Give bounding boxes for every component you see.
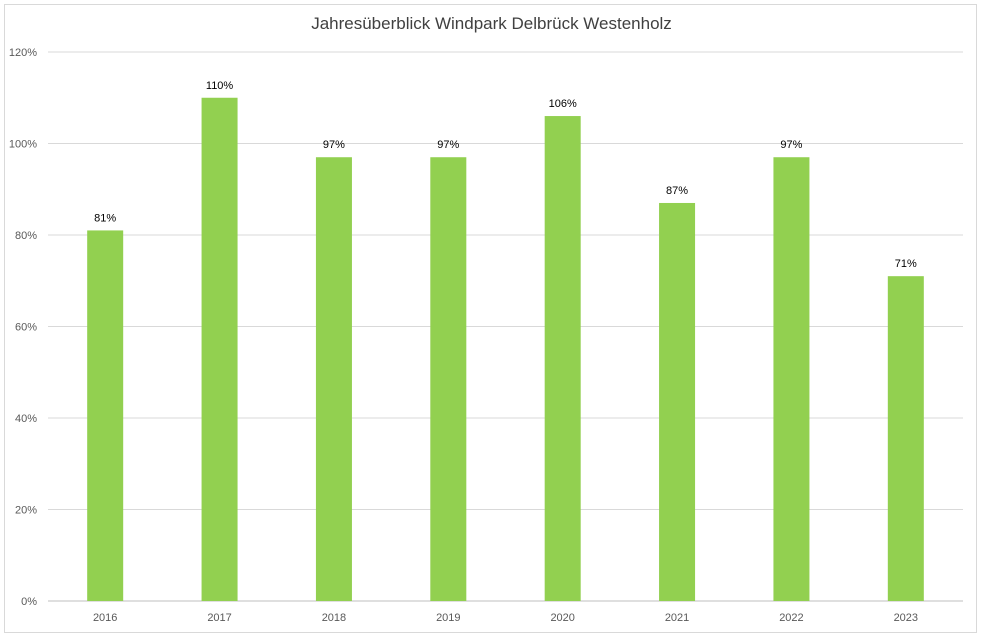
x-tick-label: 2019 [436,612,460,624]
bar [430,157,467,601]
y-tick-label: 40% [15,413,37,425]
chart-area [4,4,977,633]
bar [773,157,810,601]
y-tick-label: 80% [15,230,37,242]
data-label: 106% [549,98,577,110]
data-labels: 81% 110% 97% 97% 106% 87% 97% 71% [94,80,917,270]
gridlines [48,51,963,602]
y-tick-label: 120% [9,47,37,59]
chart-title: Jahresüberblick Windpark Delbrück Westen… [311,14,672,33]
x-tick-label: 2016 [93,612,117,624]
bar [315,157,352,601]
data-label: 97% [780,139,802,151]
x-tick-label: 2022 [779,612,803,624]
x-tick-label: 2018 [322,612,346,624]
bar [659,202,696,601]
x-tick-label: 2021 [665,612,689,624]
x-tick-label: 2017 [207,612,231,624]
y-tick-label: 60% [15,322,37,334]
x-tick-label: 2020 [550,612,574,624]
data-label: 71% [895,258,917,270]
y-tick-label: 20% [15,505,37,517]
x-axis-ticks: 2016 2017 2018 2019 2020 2021 2022 2023 [93,612,918,624]
data-label: 87% [666,185,688,197]
bars [87,97,924,602]
bar [201,97,238,601]
y-axis-ticks: 0% 20% 40% 60% 80% 100% 120% [9,47,37,608]
data-label: 97% [437,139,459,151]
y-tick-label: 100% [9,139,37,151]
data-label: 97% [323,139,345,151]
data-label: 81% [94,212,116,224]
bar [887,276,924,601]
bar [544,116,581,602]
y-tick-label: 0% [21,596,37,608]
bar [87,230,124,602]
data-label: 110% [206,80,234,92]
x-tick-label: 2023 [894,612,918,624]
